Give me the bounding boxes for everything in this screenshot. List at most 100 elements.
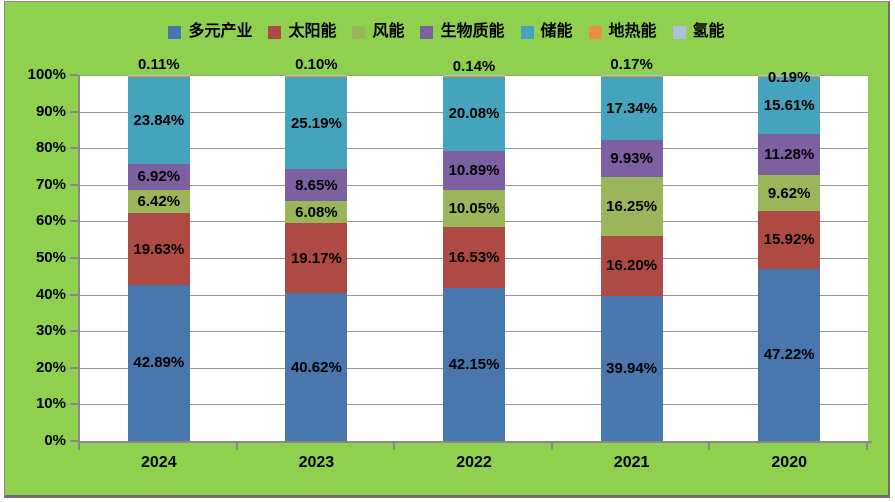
segment-data-label: 42.15% (448, 355, 500, 373)
top-data-label: 0.11% (137, 56, 180, 73)
y-tick (70, 257, 78, 259)
bar-segment (127, 76, 190, 78)
bar-segment: 16.53% (443, 227, 505, 288)
bar-segment (600, 75, 663, 77)
bar-segment: 25.19% (285, 77, 348, 170)
bar-segment (758, 76, 821, 78)
segment-data-label: 42.89% (133, 354, 185, 372)
y-axis-label: 60% (35, 212, 66, 230)
segment-data-label: 9.62% (767, 184, 811, 202)
segment-data-label: 47.22% (763, 346, 815, 364)
segment-data-label: 40.62% (290, 358, 342, 376)
legend-item: 储能 (520, 24, 573, 40)
bar-segment (443, 75, 505, 77)
legend-swatch-icon (672, 25, 686, 39)
bar-segment: 15.92% (758, 210, 821, 269)
y-axis-label: 70% (35, 175, 66, 193)
bar-segment: 39.94% (600, 295, 663, 441)
y-axis-label: 40% (35, 285, 66, 303)
segment-data-label: 11.28% (764, 146, 815, 164)
y-tick (70, 330, 78, 333)
legend-swatch-icon (168, 25, 182, 39)
segment-data-label: 23.84% (133, 112, 185, 130)
y-axis-label: 20% (35, 358, 66, 376)
legend-swatch-icon (268, 25, 282, 39)
segment-data-label: 16.25% (606, 198, 658, 216)
y-axis-label: 50% (35, 249, 66, 266)
bar-segment: 10.89% (443, 150, 505, 191)
y-axis-label: 30% (35, 322, 66, 340)
top-data-label: 0.19% (767, 69, 811, 86)
bar-segment: 17.34% (600, 77, 663, 141)
bar-column: 40.62% 19.17% 6.08% 8.65% 25.19% (285, 75, 348, 441)
y-axis-label: 90% (35, 102, 66, 120)
segment-data-label: 16.53% (448, 248, 500, 266)
bar-segment: 9.62% (758, 175, 821, 211)
segment-data-label: 10.05% (448, 200, 500, 218)
bar-segment: 11.28% (758, 134, 821, 176)
segment-data-label: 6.42% (137, 192, 181, 210)
segment-data-label: 6.08% (295, 203, 338, 221)
y-tick (70, 220, 78, 223)
legend-item: 太阳能 (268, 24, 336, 40)
legend-swatch-icon (420, 25, 434, 39)
x-tick (393, 443, 396, 450)
chart-frame: 多元产业 太阳能 风能 生物质能 储能 地热能 氢能 42.89% 19.63% 6.42% 6.… (4, 1, 890, 498)
legend-label: 风能 (372, 23, 405, 40)
bar-segment: 16.25% (600, 176, 663, 237)
segment-data-label: 16.20% (606, 257, 658, 275)
bar-segment: 15.61% (758, 77, 821, 135)
bar-segment: 6.92% (127, 164, 190, 190)
bar-segment (600, 76, 663, 78)
x-axis-label: 2020 (771, 454, 807, 471)
legend-swatch-icon (520, 25, 534, 39)
x-tick (708, 443, 711, 450)
y-tick (70, 403, 78, 406)
bar-segment (285, 76, 348, 78)
bar-segment: 42.89% (127, 284, 190, 441)
segment-data-label: 8.65% (295, 176, 338, 194)
bar-segment: 19.63% (127, 213, 190, 285)
y-axis-line (78, 75, 80, 443)
y-tick (70, 440, 78, 442)
y-tick (70, 110, 78, 113)
bar-column: 47.22% 15.92% 9.62% 11.28% 15.61% (758, 75, 821, 441)
bar-segment: 23.84% (127, 77, 190, 165)
legend-swatch-icon (352, 25, 366, 39)
bar-segment: 20.08% (443, 77, 505, 151)
legend-swatch-icon (588, 25, 602, 39)
bar-segment: 8.65% (285, 169, 348, 201)
bar-segment: 19.17% (285, 223, 348, 294)
bar-segment (443, 76, 505, 78)
segment-data-label: 15.61% (763, 97, 815, 115)
legend-item: 地热能 (588, 23, 657, 40)
x-tick (866, 443, 868, 450)
x-tick (550, 443, 553, 450)
x-axis-label: 2023 (298, 454, 335, 471)
bar-segment (758, 75, 821, 77)
top-data-label: 0.14% (452, 58, 496, 75)
legend-item: 氢能 (672, 23, 725, 40)
bar-column: 42.15% 16.53% 10.05% 10.89% 20.08% (443, 75, 505, 441)
top-data-label: 0.10% (295, 56, 338, 73)
segment-data-label: 9.93% (610, 150, 653, 168)
legend-label: 地热能 (608, 23, 657, 40)
segment-data-label: 15.92% (763, 231, 815, 249)
legend-label: 氢能 (692, 23, 725, 40)
y-tick (70, 183, 78, 186)
legend-item: 生物质能 (420, 24, 505, 40)
bar-segment: 9.93% (600, 140, 663, 177)
y-axis-label: 10% (35, 395, 66, 413)
y-tick (70, 147, 78, 150)
segment-data-label: 19.63% (133, 240, 185, 258)
legend-label: 太阳能 (288, 23, 337, 40)
bar-segment: 6.42% (127, 189, 190, 214)
y-tick (70, 293, 78, 296)
top-data-label: 0.17% (610, 56, 653, 73)
bar-segment: 40.62% (285, 293, 348, 441)
y-axis-label: 80% (35, 139, 66, 157)
x-axis-label: 2022 (456, 454, 492, 471)
x-tick (235, 443, 238, 450)
x-axis-line (78, 441, 872, 443)
